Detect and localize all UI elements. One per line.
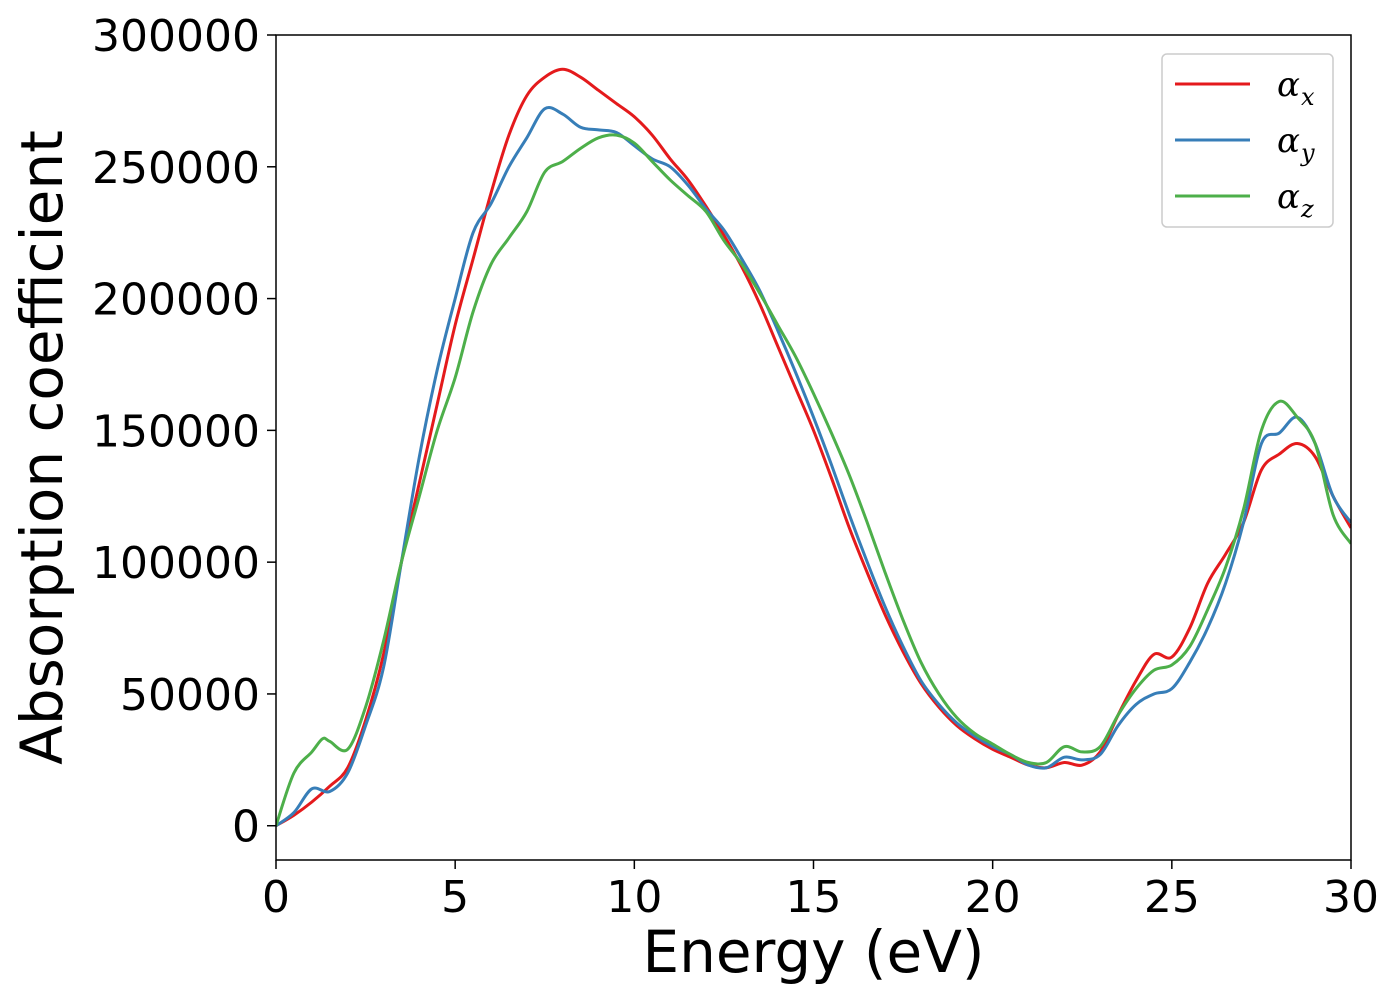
x-tick-label: 30 [1323, 872, 1379, 923]
y-tick-label: 150000 [92, 406, 260, 457]
x-tick-label: 5 [441, 872, 469, 923]
x-tick-label: 15 [786, 872, 842, 923]
legend-label-alpha-z: αz [1277, 177, 1314, 223]
x-axis: 0 5 10 15 20 25 30 [262, 860, 1379, 923]
x-tick-label: 25 [1144, 872, 1200, 923]
y-axis-label: Absorption coefficient [8, 130, 76, 765]
legend-label-subscript: x [1301, 83, 1315, 111]
legend-label-base: α [1277, 121, 1300, 161]
x-tick-label: 10 [606, 872, 662, 923]
legend-label-subscript: y [1300, 139, 1315, 167]
legend-label-base: α [1277, 65, 1300, 105]
y-axis: 0 50000 100000 150000 200000 250000 300000 [92, 11, 276, 853]
x-axis-label: Energy (eV) [642, 918, 984, 986]
series-line-alpha-z [276, 133, 1351, 827]
legend-label-alpha-x: αx [1277, 65, 1315, 111]
x-tick-label: 0 [262, 872, 290, 923]
series-layer [276, 67, 1351, 828]
y-tick-label: 300000 [92, 11, 260, 62]
legend-label-subscript: z [1300, 195, 1314, 223]
series-line-alpha-x [276, 67, 1351, 828]
legend-label-base: α [1277, 177, 1300, 217]
y-tick-label: 0 [232, 802, 260, 853]
series-line-alpha-y [276, 106, 1351, 827]
y-tick-label: 50000 [120, 670, 260, 721]
x-tick-label: 20 [965, 872, 1021, 923]
legend-label-alpha-y: αy [1277, 121, 1315, 167]
y-tick-label: 200000 [92, 275, 260, 326]
y-tick-label: 100000 [92, 538, 260, 589]
y-tick-label: 250000 [92, 143, 260, 194]
